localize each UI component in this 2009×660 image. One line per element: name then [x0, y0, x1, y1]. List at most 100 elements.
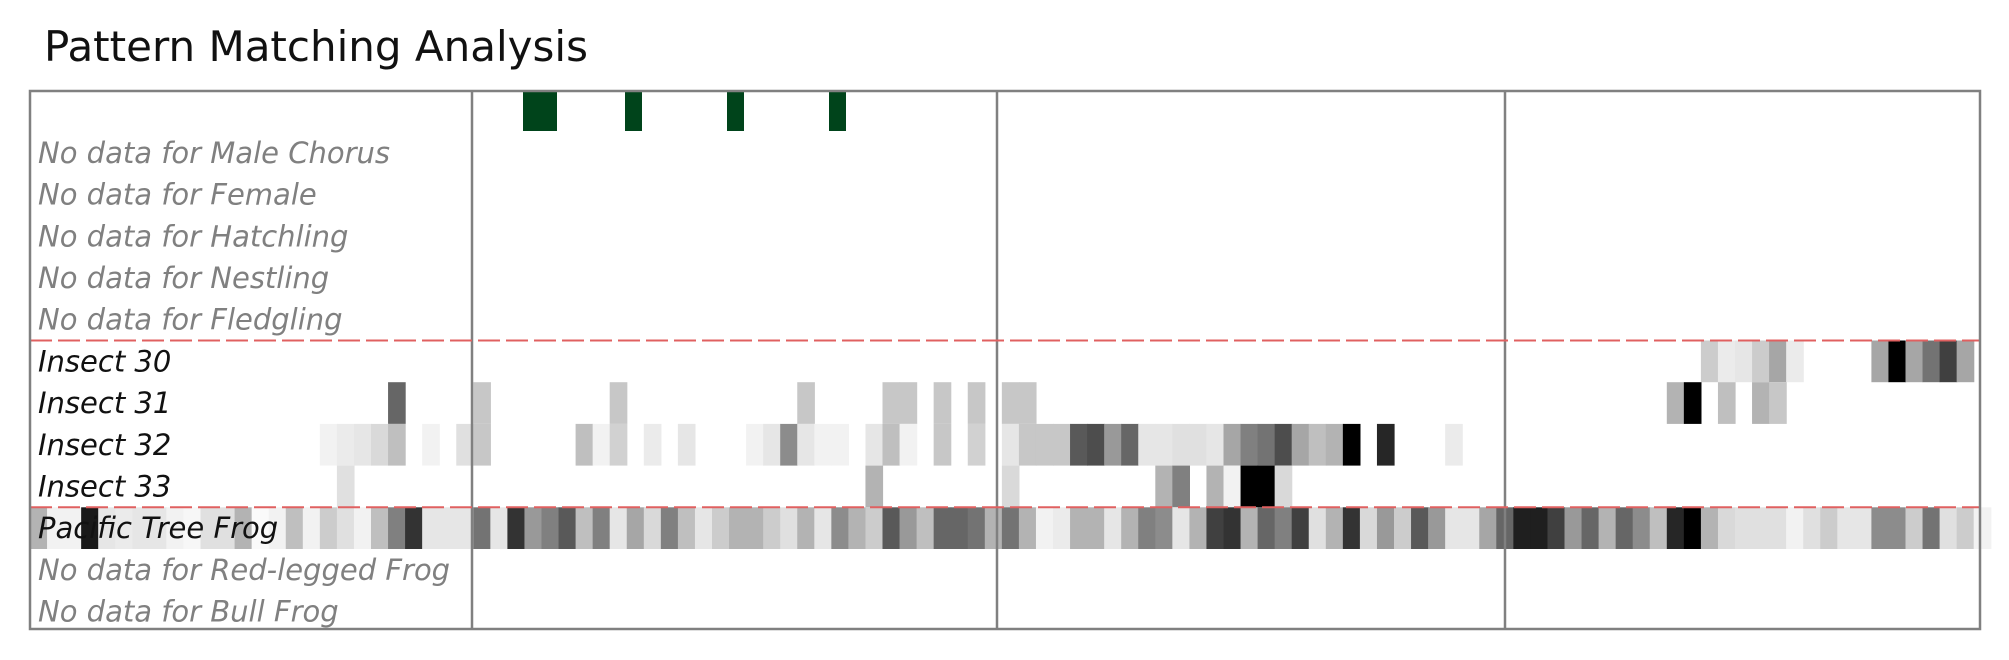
- heatmap-cell: [1547, 507, 1566, 549]
- heatmap-cell: [473, 382, 491, 424]
- heatmap-cell: [1752, 507, 1770, 549]
- heatmap-cell: [916, 507, 935, 549]
- heatmap-cell: [899, 382, 918, 424]
- heatmap-cell: [1411, 507, 1429, 549]
- heatmap-cell: [30, 507, 48, 549]
- heatmap-cell: [967, 382, 986, 424]
- row-label: No data for Female: [38, 178, 317, 212]
- heatmap-cell: [1717, 340, 1736, 383]
- heatmap-cell: [797, 423, 815, 466]
- heatmap-cell: [1342, 507, 1361, 549]
- heatmap-cell: [1376, 507, 1395, 549]
- heatmap-cell: [1070, 423, 1088, 466]
- heatmap-cell: [643, 507, 662, 549]
- heatmap-cell: [575, 423, 594, 466]
- heatmap-cell: [694, 507, 713, 549]
- indicator-mark: [829, 91, 846, 131]
- chart-title: Pattern Matching Analysis: [44, 22, 588, 71]
- heatmap-cell: [1138, 507, 1156, 549]
- row-label: No data for Male Chorus: [38, 136, 390, 170]
- row-label: No data for Fledgling: [38, 303, 343, 337]
- heatmap-cell: [1888, 340, 1907, 383]
- heatmap-cell: [1922, 507, 1941, 549]
- heatmap-cell: [1172, 465, 1190, 508]
- heatmap-cell: [1053, 507, 1071, 549]
- heatmap-cell: [865, 507, 884, 549]
- heatmap-cell: [592, 507, 611, 549]
- heatmap-cell: [1325, 507, 1344, 549]
- heatmap-cell: [984, 507, 1003, 549]
- heatmap-cell: [1104, 423, 1122, 466]
- heatmap-cell: [1871, 340, 1890, 383]
- heatmap-cell: [1769, 507, 1787, 549]
- heatmap-cell: [1240, 423, 1259, 466]
- heatmap-cell: [780, 423, 798, 466]
- heatmap-cell: [422, 507, 440, 549]
- heatmap-cell: [200, 507, 219, 549]
- heatmap-cell: [967, 507, 986, 549]
- heatmap-cell: [1717, 382, 1736, 424]
- heatmap-cell: [1155, 507, 1173, 549]
- heatmap-cell: [660, 507, 679, 549]
- row-label: Insect 31: [38, 386, 171, 420]
- heatmap-cell: [336, 423, 355, 466]
- heatmap-cell: [1274, 423, 1293, 466]
- heatmap-cell: [609, 507, 628, 549]
- heatmap-cell: [1615, 507, 1634, 549]
- section-dividers: [30, 339, 1980, 509]
- heatmap-cell: [336, 465, 355, 508]
- heatmap-cell: [933, 382, 952, 424]
- heatmap-cell: [1053, 423, 1071, 466]
- heatmap-cell: [132, 507, 150, 549]
- heatmap-cell: [1018, 423, 1037, 466]
- heatmap-cell: [234, 507, 253, 549]
- heatmap-cell: [1581, 507, 1600, 549]
- heatmap-cell: [1206, 507, 1225, 549]
- heatmap-cell: [592, 423, 611, 466]
- heatmap-cell: [422, 423, 440, 466]
- heatmap-cell: [831, 423, 849, 466]
- heatmap-cell: [388, 507, 406, 549]
- heatmap-cell: [1479, 507, 1497, 549]
- heatmap-cell: [524, 507, 543, 549]
- heatmap-cell: [251, 507, 270, 549]
- heatmap-cell: [1035, 507, 1054, 549]
- heatmap-cell: [1223, 423, 1242, 466]
- group-dividers: [470, 91, 1507, 629]
- heatmap-cell: [1871, 507, 1890, 549]
- heatmap-cell: [115, 507, 133, 549]
- heatmap-cell: [575, 507, 594, 549]
- heatmap-cell: [677, 507, 696, 549]
- heatmap-cell: [1752, 340, 1770, 383]
- heatmap-cell: [1001, 507, 1020, 549]
- heatmap-cell: [780, 507, 798, 549]
- heatmap-cell: [1223, 465, 1242, 508]
- heatmap-cell: [541, 507, 560, 549]
- heatmap-cell: [848, 507, 867, 549]
- heatmap-cells: [30, 340, 1992, 549]
- heatmap-cell: [507, 507, 526, 549]
- heatmap-cell: [1905, 507, 1924, 549]
- heatmap-cell: [1035, 423, 1054, 466]
- heatmap-cell: [899, 507, 918, 549]
- heatmap-cell: [1666, 507, 1685, 549]
- row-label: Insect 30: [38, 344, 171, 378]
- heatmap-cell: [1189, 423, 1208, 466]
- heatmap-cell: [1786, 507, 1804, 549]
- heatmap-cell: [1274, 507, 1293, 549]
- heatmap-cell: [1922, 340, 1941, 383]
- heatmap-cell: [371, 507, 389, 549]
- heatmap-cell: [831, 507, 849, 549]
- heatmap-cell: [1462, 507, 1480, 549]
- heatmap-cell: [1598, 507, 1617, 549]
- heatmap-cell: [763, 507, 781, 549]
- heatmap-cell: [797, 507, 815, 549]
- heatmap-cell: [81, 507, 99, 549]
- row-labels: No data for Male Chorus No data for Femal…: [38, 136, 450, 629]
- heatmap-cell: [1752, 382, 1770, 424]
- heatmap-cell: [1189, 507, 1208, 549]
- heatmap-cell: [882, 423, 901, 466]
- heatmap-cell: [746, 507, 764, 549]
- heatmap-cell: [1172, 423, 1190, 466]
- heatmap-cell: [1683, 507, 1702, 549]
